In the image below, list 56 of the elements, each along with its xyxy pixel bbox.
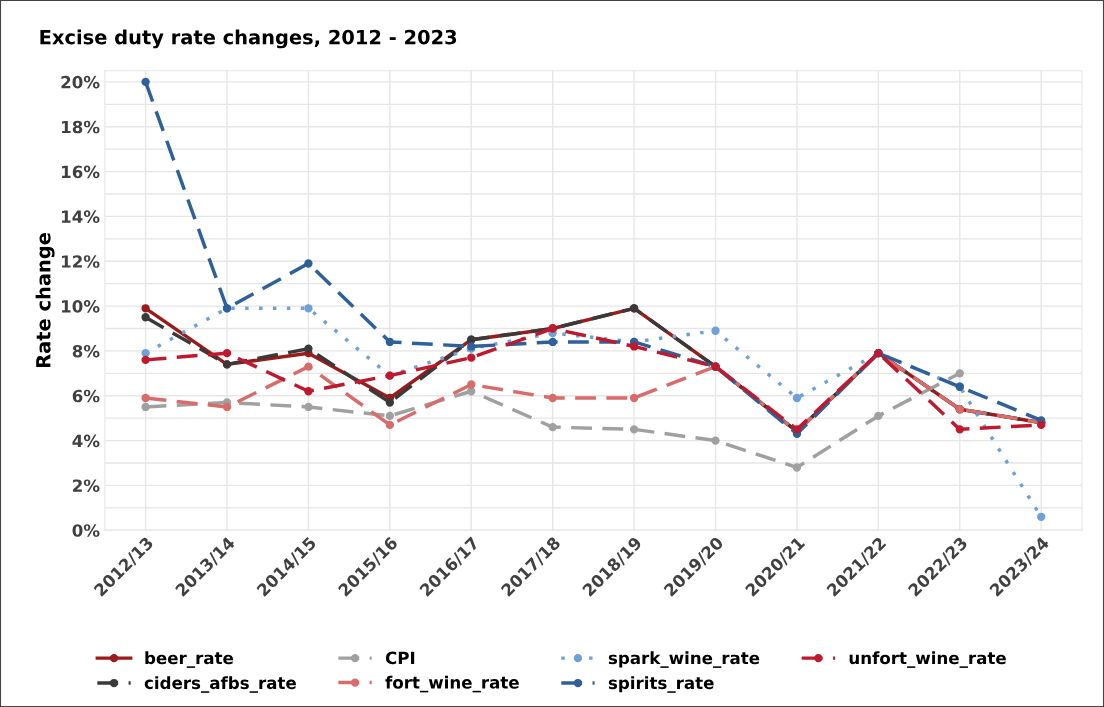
chart-title: Excise duty rate changes, 2012 - 2023 (40, 29, 457, 49)
y-tick-label: 12% (62, 255, 100, 268)
point (385, 337, 395, 347)
point (304, 387, 313, 396)
legend-label: ciders_afbs_rate (144, 676, 296, 693)
point (792, 463, 802, 472)
y-tick-label: 14% (62, 210, 100, 223)
point (711, 436, 720, 445)
point (141, 313, 150, 322)
point (711, 326, 720, 335)
legend-label: fort_wine_rate (385, 675, 519, 693)
y-tick-label: 8% (72, 344, 100, 358)
point (629, 393, 639, 403)
y-axis-title: Rate change (35, 233, 55, 368)
point (548, 337, 557, 347)
legend-label: beer_rate (145, 651, 234, 668)
point (874, 411, 883, 421)
y-tick-label: 6% (72, 389, 100, 403)
point (385, 411, 395, 421)
y-tick-label: 2% (73, 479, 100, 492)
point (222, 402, 232, 412)
legend-label: CPI (385, 651, 415, 665)
point (304, 259, 313, 268)
point (548, 393, 557, 403)
point (141, 402, 150, 412)
legend-label: spirits_rate (608, 676, 714, 693)
point (141, 393, 150, 403)
point (467, 353, 476, 362)
y-tick-label: 20% (61, 75, 100, 89)
point (304, 402, 313, 412)
point (629, 425, 639, 434)
point (304, 344, 313, 353)
point (304, 362, 313, 371)
legend-label: unfort_wine_rate (849, 651, 1006, 668)
point (955, 369, 964, 378)
point (467, 380, 476, 389)
point (548, 422, 557, 432)
y-tick-label: 10% (62, 300, 100, 313)
point (141, 355, 150, 365)
y-tick-label: 16% (62, 165, 100, 179)
point (385, 420, 395, 430)
point (467, 387, 476, 396)
y-tick-label: 18% (62, 120, 100, 134)
y-tick-label: 4% (72, 434, 100, 448)
y-tick-label: 0% (72, 524, 100, 537)
point (792, 393, 802, 403)
point (141, 348, 150, 358)
point (955, 425, 964, 434)
legend-label: spark_wine_rate (608, 651, 760, 668)
point (141, 77, 150, 87)
point (1037, 512, 1046, 521)
point (141, 304, 150, 313)
point (629, 342, 639, 351)
point (304, 304, 313, 313)
point (222, 348, 232, 358)
point (385, 398, 395, 407)
